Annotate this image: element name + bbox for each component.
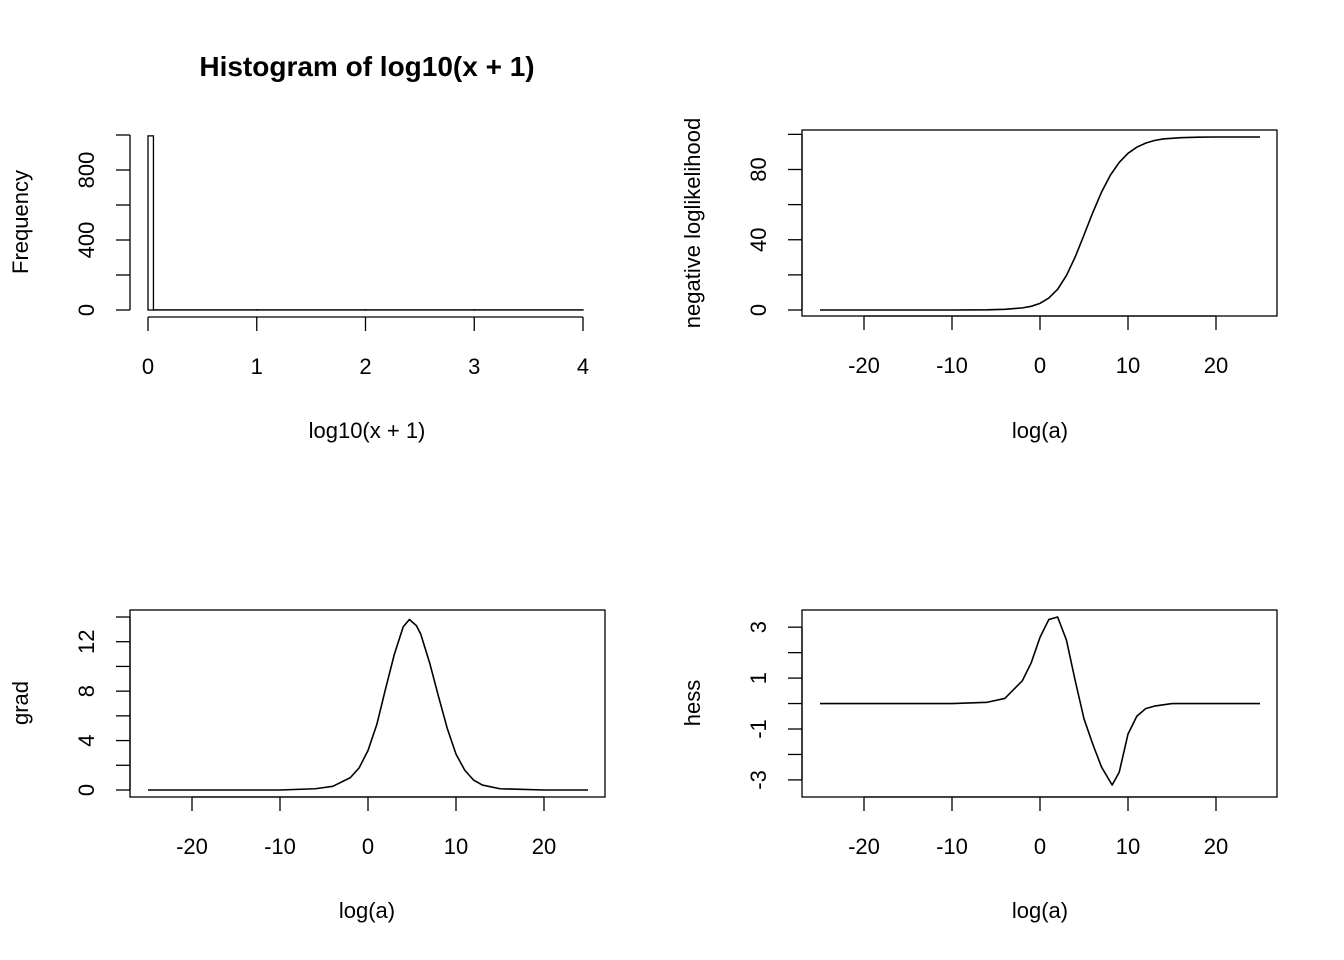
series-line xyxy=(148,618,588,791)
x-tick-label: 0 xyxy=(1034,353,1046,378)
y-axis-title: negative loglikelihood xyxy=(680,118,705,328)
x-axis-title: log10(x + 1) xyxy=(309,418,426,443)
x-tick-label: -20 xyxy=(176,834,208,859)
x-tick-label: 0 xyxy=(1034,834,1046,859)
x-tick-label: -20 xyxy=(848,353,880,378)
plot-frame xyxy=(129,609,606,798)
chart-title: Histogram of log10(x + 1) xyxy=(199,51,534,82)
negative-loglikelihood-panel: -20 -10 0 10 20 0 40 80 log(a) negative loglikeli… xyxy=(680,118,1278,443)
y-tick-label: 400 xyxy=(74,222,99,259)
y-tick-label: -3 xyxy=(746,770,771,790)
x-tick-label: -10 xyxy=(264,834,296,859)
x-tick-label: 4 xyxy=(577,354,589,379)
y-tick-label: 800 xyxy=(74,152,99,189)
x-tick-label: 10 xyxy=(1116,353,1140,378)
grad-panel: -20 -10 0 10 20 0 4 8 12 log(a) grad xyxy=(8,609,606,923)
y-tick-label: 80 xyxy=(746,157,771,181)
y-tick-label: 1 xyxy=(746,672,771,684)
x-tick-label: -10 xyxy=(936,834,968,859)
x-tick-label: 3 xyxy=(468,354,480,379)
x-tick-label: 2 xyxy=(359,354,371,379)
y-tick-label: 0 xyxy=(746,304,771,316)
histogram-bar xyxy=(147,135,155,311)
y-tick-label: 12 xyxy=(74,629,99,653)
x-tick-label: 1 xyxy=(251,354,263,379)
y-tick-label: 0 xyxy=(74,304,99,316)
x-tick-label: 0 xyxy=(362,834,374,859)
x-axis-title: log(a) xyxy=(339,898,395,923)
x-tick-label: -10 xyxy=(936,353,968,378)
y-tick-label: 8 xyxy=(74,685,99,697)
plot-frame xyxy=(801,129,1278,317)
hess-panel: -20 -10 0 10 20 -3 -1 1 3 log(a) hess xyxy=(680,609,1278,923)
x-tick-label: 0 xyxy=(142,354,154,379)
series-line xyxy=(820,136,1260,311)
y-tick-label: 4 xyxy=(74,734,99,746)
x-tick-label: 10 xyxy=(1116,834,1140,859)
y-tick-label: 3 xyxy=(746,621,771,633)
x-tick-label: -20 xyxy=(848,834,880,859)
x-tick-label: 10 xyxy=(444,834,468,859)
y-axis-title: grad xyxy=(8,681,33,725)
y-tick-label: 0 xyxy=(74,784,99,796)
histogram-panel: 0 1 2 3 4 0 400 800 log10(x + 1) Frequency Histogr… xyxy=(8,51,589,443)
y-axis-title: hess xyxy=(680,680,705,726)
y-axis-title: Frequency xyxy=(8,170,33,274)
x-tick-label: 20 xyxy=(1204,353,1228,378)
x-axis-title: log(a) xyxy=(1012,418,1068,443)
x-axis-title: log(a) xyxy=(1012,898,1068,923)
y-tick-label: -1 xyxy=(746,719,771,739)
x-tick-label: 20 xyxy=(1204,834,1228,859)
series-line xyxy=(820,616,1260,786)
x-tick-label: 20 xyxy=(532,834,556,859)
y-tick-label: 40 xyxy=(746,228,771,252)
